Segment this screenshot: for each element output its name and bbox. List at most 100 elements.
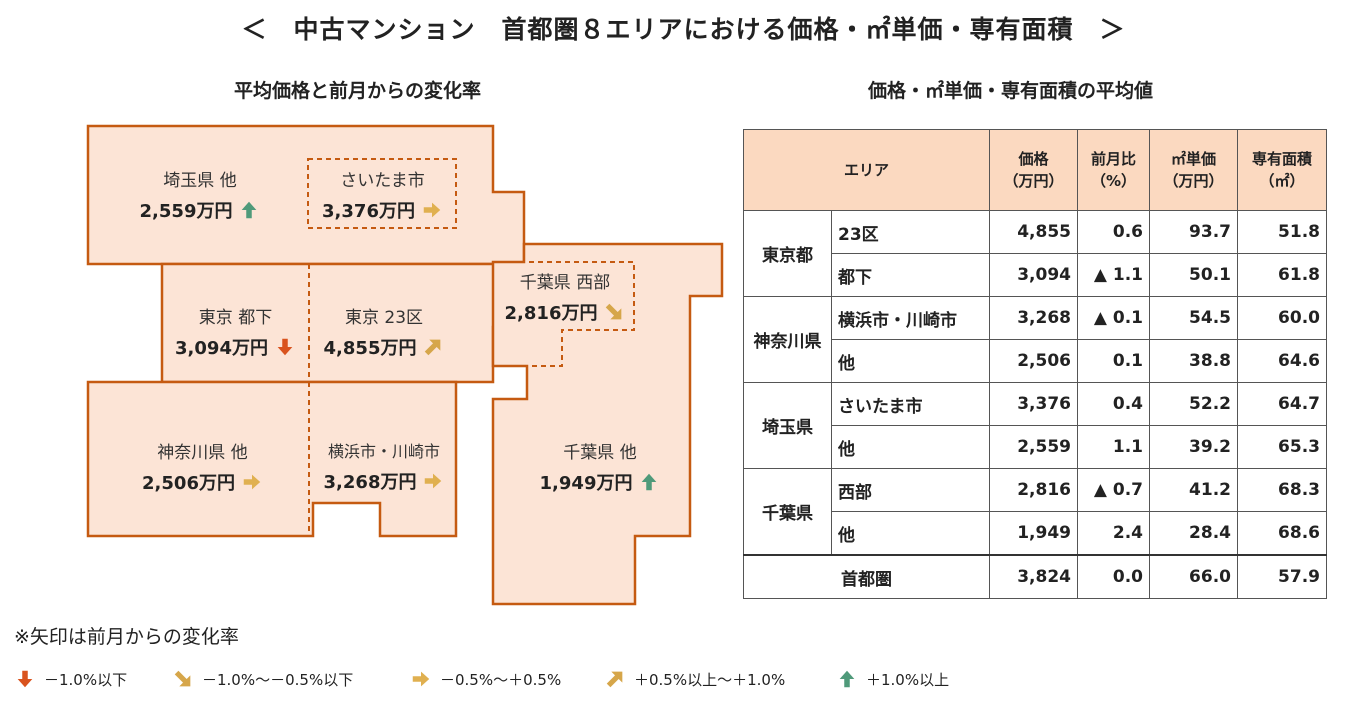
arrow-up-right-icon (425, 339, 441, 356)
table-row: 神奈川県 横浜市・川崎市 3,268 ▲ 0.1 54.5 60.0 (743, 296, 1327, 383)
size-cell: 64.6 (1237, 339, 1327, 383)
unit-price-cell: 93.7 (1149, 210, 1238, 254)
size-cell: 64.7 (1237, 382, 1327, 426)
unit-price-cell: 28.4 (1149, 511, 1238, 556)
region-name: 神奈川県 他 (157, 443, 248, 463)
sub-area: 他 (831, 511, 990, 556)
price-cell: 3,268 (989, 296, 1078, 340)
legend-label: ＋1.0%以上 (866, 670, 950, 689)
table-total-row: 首都圏 3,824 0.0 66.0 57.9 (743, 554, 1327, 599)
legend-note: ※矢印は前月からの変化率 (14, 626, 239, 648)
table-row: 埼玉県 さいたま市 3,376 0.4 52.2 64.7 (743, 382, 1327, 469)
region-price: 1,949万円 (539, 473, 633, 494)
size-cell: 65.3 (1237, 425, 1327, 469)
region-saitama-other: 埼玉県 他 2,559万円 (120, 166, 280, 223)
region-price: 3,376万円 (322, 201, 415, 222)
unit-price-cell: 54.5 (1149, 296, 1238, 340)
sub-area: 他 (831, 339, 990, 383)
region-price: 3,094万円 (175, 338, 268, 359)
region-shape-saitama (86, 124, 526, 266)
legend-item: ＋0.5%以上～＋1.0% (604, 668, 785, 690)
legend-label: －1.0%～－0.5%以下 (202, 670, 354, 689)
unit-price-cell: 52.2 (1149, 382, 1238, 426)
unit-price-cell: 39.2 (1149, 425, 1238, 469)
mom-cell: 1.1 (1077, 425, 1150, 469)
sub-area: 23区 (831, 210, 990, 254)
mom-cell: 0.0 (1077, 554, 1150, 599)
region-name: 横浜市・川崎市 (327, 442, 440, 461)
size-cell: 61.8 (1237, 253, 1327, 297)
mom-cell: 0.1 (1077, 339, 1150, 383)
size-cell: 68.3 (1237, 468, 1327, 512)
area-name: 東京都 (743, 210, 832, 297)
region-chiba-other: 千葉県 他 1,949万円 (520, 438, 680, 495)
price-cell: 2,506 (989, 339, 1078, 383)
table-header-row: エリア 価格 （万円） 前月比 （%） ㎡単価 （万円） 専有面積 （㎡） (743, 129, 1327, 211)
region-saitama-city: さいたま市 3,376万円 (305, 166, 460, 223)
table-row: 千葉県 西部 2,816 ▲ 0.7 41.2 68.3 (743, 468, 1327, 556)
unit-price-cell: 66.0 (1149, 554, 1238, 599)
map-heading: 平均価格と前月からの変化率 (234, 80, 482, 102)
arrow-right-icon (425, 473, 442, 489)
saitama-city-outline (307, 158, 457, 229)
legend-item: ＋1.0%以上 (836, 668, 949, 690)
arrow-up-right-icon (606, 671, 623, 688)
region-yokohama-kawasaki: 横浜市・川崎市 3,268万円 (309, 438, 459, 494)
price-cell: 2,816 (989, 468, 1078, 512)
region-price: 2,559万円 (139, 201, 233, 222)
sub-area: 他 (831, 425, 990, 469)
legend-label: －1.0%以下 (44, 670, 128, 689)
region-price: 3,268万円 (323, 472, 417, 493)
size-cell: 51.8 (1237, 210, 1327, 254)
size-cell: 60.0 (1237, 296, 1327, 340)
unit-price-cell: 50.1 (1149, 253, 1238, 297)
page-title: ＜ 中古マンション 首都圏８エリアにおける価格・㎡単価・専有面積 ＞ (241, 15, 1126, 44)
mom-cell: ▲ 0.1 (1077, 296, 1150, 340)
legend-label: －0.5%～＋0.5% (440, 670, 562, 689)
region-tokyo-23: 東京 23区 4,855万円 (309, 303, 459, 360)
header-size: 専有面積 （㎡） (1237, 129, 1327, 211)
arrow-right-icon (412, 671, 430, 687)
header-price: 価格 （万円） (989, 129, 1078, 211)
mom-cell: 0.4 (1077, 382, 1150, 426)
table-heading: 価格・㎡単価・専有面積の平均値 (868, 80, 1154, 102)
mom-cell: ▲ 1.1 (1077, 253, 1150, 297)
chiba-west-outline (493, 261, 635, 367)
region-name: 東京 23区 (344, 308, 424, 328)
table-row: 他 2,506 0.1 38.8 64.6 (744, 339, 1327, 383)
arrow-up-icon (642, 473, 657, 491)
region-tokyo-suburbs: 東京 都下 3,094万円 (162, 303, 309, 360)
header-mom: 前月比 （%） (1077, 129, 1150, 211)
arrow-right-icon (423, 202, 441, 218)
table-row: 都下 3,094 ▲ 1.1 50.1 61.8 (744, 253, 1327, 297)
arrow-down-icon (277, 338, 293, 356)
price-cell: 1,949 (989, 511, 1078, 556)
price-cell: 2,559 (989, 425, 1078, 469)
area-name: 千葉県 (743, 468, 832, 556)
mom-cell: 0.6 (1077, 210, 1150, 254)
legend-item: －0.5%～＋0.5% (410, 668, 561, 690)
region-map (86, 124, 724, 606)
table-row: 他 2,559 1.1 39.2 65.3 (744, 425, 1327, 469)
region-name: 千葉県 西部 (519, 273, 611, 293)
legend-label: ＋0.5%以上～＋1.0% (634, 670, 786, 689)
sub-area: 横浜市・川崎市 (831, 296, 990, 340)
region-price: 2,816万円 (504, 303, 598, 324)
sub-area: 都下 (831, 253, 990, 297)
arrow-down-right-icon (174, 670, 191, 687)
unit-price-cell: 41.2 (1149, 468, 1238, 512)
price-cell: 3,376 (989, 382, 1078, 426)
region-shape-chiba (491, 242, 724, 606)
region-shape-kanagawa (86, 380, 458, 538)
size-cell: 68.6 (1237, 511, 1327, 556)
header-area: エリア (743, 129, 990, 211)
mom-cell: 2.4 (1077, 511, 1150, 556)
price-cell: 4,855 (989, 210, 1078, 254)
arrow-right-icon (243, 474, 261, 490)
total-name: 首都圏 (743, 554, 990, 599)
arrow-down-right-icon (606, 303, 622, 320)
arrow-up-icon (242, 201, 257, 219)
region-chiba-west: 千葉県 西部 2,816万円 (495, 268, 635, 325)
legend-item: －1.0%～－0.5%以下 (172, 668, 353, 690)
table-row: 他 1,949 2.4 28.4 68.6 (744, 511, 1327, 556)
